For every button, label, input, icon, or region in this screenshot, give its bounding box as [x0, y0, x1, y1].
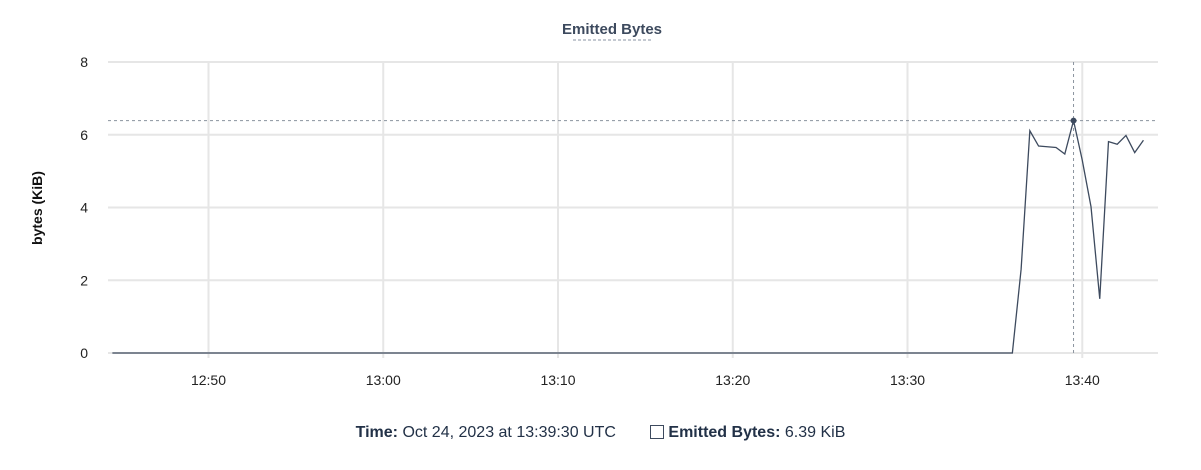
series-line[interactable] [112, 120, 1144, 354]
line-chart[interactable]: Emitted Bytes bytes (KiB) 0 2 4 6 8 12:50 13:0… [0, 0, 1201, 420]
x-tick-label: 13:10 [540, 372, 575, 388]
time-value: Oct 24, 2023 at 13:39:30 UTC [402, 424, 616, 441]
series-label: Emitted Bytes: [668, 424, 781, 441]
chart-title[interactable]: Emitted Bytes [562, 21, 662, 38]
y-tick-label: 4 [80, 200, 88, 216]
x-tick-label: 12:50 [191, 372, 226, 388]
y-tick-label: 8 [80, 54, 88, 70]
y-tick-label: 0 [80, 345, 88, 361]
x-tick-label: 13:20 [715, 372, 750, 388]
series-value: 6.39 KiB [784, 424, 846, 441]
x-tick-label: 13:40 [1065, 372, 1100, 388]
tooltip-legend: Time: Oct 24, 2023 at 13:39:30 UTC Emitt… [0, 424, 1201, 442]
time-label: Time: [355, 424, 399, 441]
y-tick-label: 2 [80, 272, 88, 288]
y-tick-label: 6 [80, 127, 88, 143]
y-axis-label: bytes (KiB) [29, 171, 45, 245]
hover-point[interactable] [1070, 117, 1077, 124]
series-checkbox-icon[interactable] [650, 425, 665, 439]
x-tick-label: 13:30 [890, 372, 925, 388]
x-tick-label: 13:00 [366, 372, 401, 388]
